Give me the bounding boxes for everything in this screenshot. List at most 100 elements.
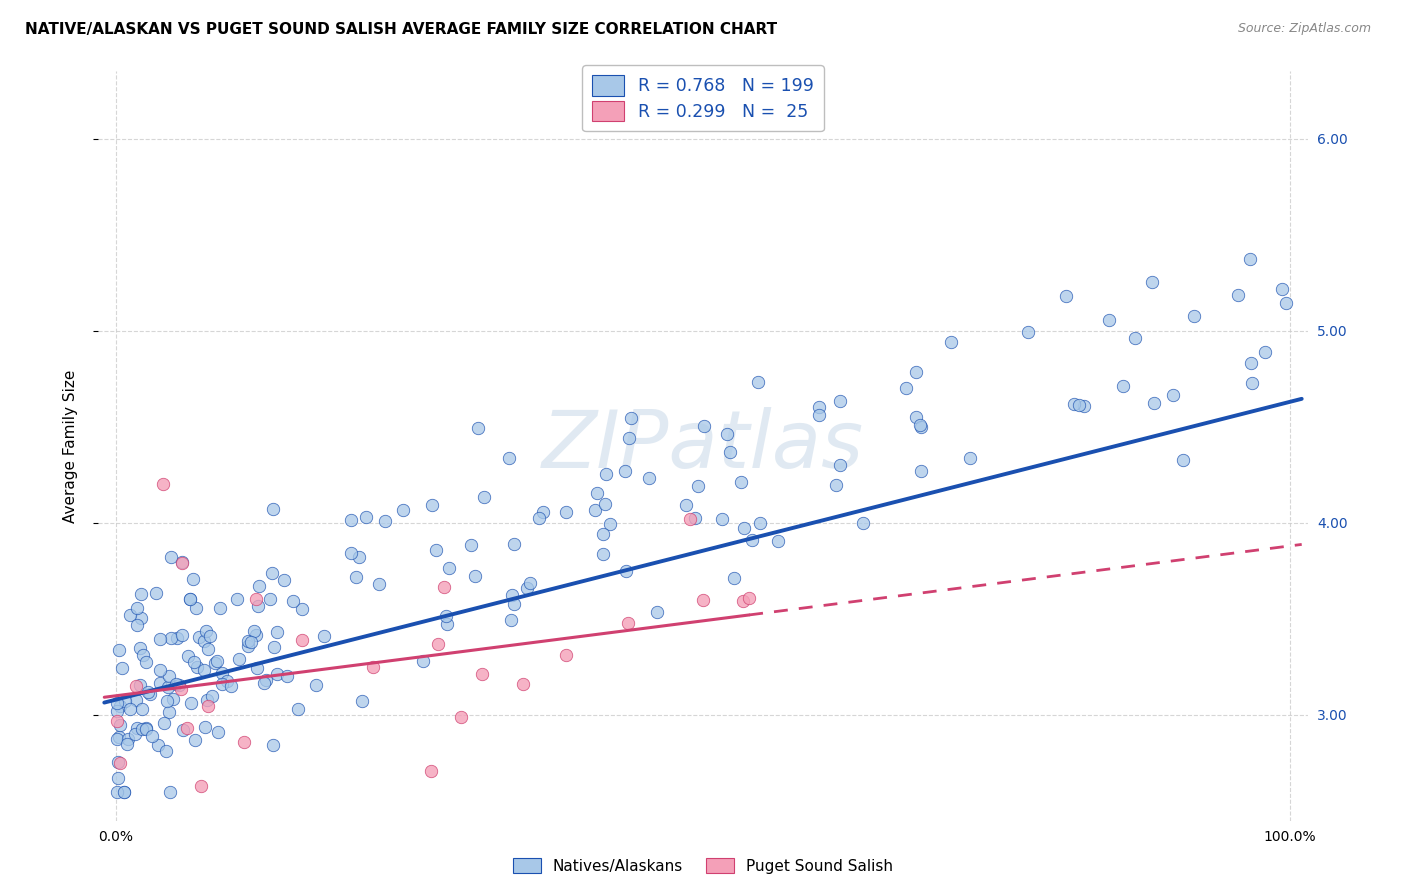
Point bbox=[894, 381, 917, 395]
Point bbox=[1112, 378, 1135, 392]
Point bbox=[114, 694, 136, 708]
Point bbox=[617, 616, 640, 631]
Point bbox=[503, 597, 526, 611]
Point bbox=[340, 546, 363, 560]
Point bbox=[599, 517, 621, 532]
Point bbox=[193, 633, 215, 648]
Point bbox=[830, 458, 852, 473]
Point bbox=[263, 640, 285, 655]
Point bbox=[262, 502, 284, 516]
Point bbox=[368, 576, 391, 591]
Point bbox=[1125, 331, 1147, 345]
Point bbox=[314, 629, 336, 643]
Point bbox=[117, 731, 139, 746]
Point bbox=[748, 516, 770, 530]
Point bbox=[512, 677, 534, 691]
Point bbox=[207, 725, 229, 739]
Y-axis label: Average Family Size: Average Family Size bbox=[63, 369, 77, 523]
Text: NATIVE/ALASKAN VS PUGET SOUND SALISH AVERAGE FAMILY SIZE CORRELATION CHART: NATIVE/ALASKAN VS PUGET SOUND SALISH AVE… bbox=[25, 22, 778, 37]
Point bbox=[176, 721, 198, 735]
Point bbox=[243, 624, 266, 638]
Point bbox=[118, 702, 141, 716]
Point bbox=[226, 591, 249, 606]
Point bbox=[149, 632, 172, 646]
Point bbox=[1143, 396, 1166, 410]
Point bbox=[108, 698, 131, 713]
Point bbox=[1017, 326, 1039, 340]
Point bbox=[412, 654, 434, 668]
Point bbox=[108, 756, 131, 770]
Point bbox=[105, 785, 128, 799]
Point bbox=[1069, 397, 1091, 411]
Point bbox=[131, 611, 153, 625]
Point bbox=[129, 641, 152, 656]
Point bbox=[139, 687, 162, 701]
Point bbox=[179, 592, 201, 607]
Point bbox=[941, 335, 963, 350]
Text: Source: ZipAtlas.com: Source: ZipAtlas.com bbox=[1237, 22, 1371, 36]
Point bbox=[190, 779, 212, 793]
Point bbox=[125, 601, 148, 615]
Point bbox=[159, 550, 181, 565]
Point bbox=[246, 661, 269, 675]
Point bbox=[201, 689, 224, 703]
Point bbox=[619, 431, 641, 445]
Point bbox=[738, 591, 761, 605]
Point bbox=[105, 696, 128, 710]
Point bbox=[686, 479, 709, 493]
Point bbox=[904, 410, 927, 425]
Point bbox=[211, 676, 233, 690]
Point bbox=[197, 641, 219, 656]
Text: ZIPatlas: ZIPatlas bbox=[541, 407, 865, 485]
Point bbox=[281, 594, 304, 608]
Point bbox=[1097, 313, 1119, 327]
Point bbox=[118, 608, 141, 623]
Point bbox=[209, 601, 232, 615]
Point bbox=[273, 574, 295, 588]
Point bbox=[554, 648, 576, 662]
Point bbox=[471, 667, 494, 681]
Point bbox=[766, 534, 789, 549]
Point bbox=[1275, 296, 1298, 310]
Point bbox=[290, 602, 312, 616]
Point bbox=[908, 417, 931, 432]
Point bbox=[177, 648, 200, 663]
Point bbox=[592, 548, 614, 562]
Point bbox=[339, 513, 361, 527]
Point bbox=[197, 699, 219, 714]
Point bbox=[276, 669, 298, 683]
Point bbox=[501, 587, 523, 601]
Point bbox=[228, 652, 250, 666]
Point bbox=[170, 682, 193, 697]
Point bbox=[112, 784, 135, 798]
Point bbox=[262, 566, 284, 580]
Point bbox=[184, 733, 207, 747]
Point bbox=[159, 669, 181, 683]
Point bbox=[716, 427, 738, 442]
Point bbox=[825, 478, 848, 492]
Point bbox=[350, 694, 373, 708]
Point bbox=[374, 514, 396, 528]
Legend: R = 0.768   N = 199, R = 0.299   N =  25: R = 0.768 N = 199, R = 0.299 N = 25 bbox=[582, 65, 824, 131]
Point bbox=[1161, 387, 1184, 401]
Point bbox=[420, 498, 443, 512]
Point bbox=[245, 591, 267, 606]
Point bbox=[195, 624, 218, 639]
Point bbox=[233, 735, 256, 749]
Point bbox=[157, 705, 180, 719]
Legend: Natives/Alaskans, Puget Sound Salish: Natives/Alaskans, Puget Sound Salish bbox=[508, 852, 898, 880]
Point bbox=[180, 696, 202, 710]
Point bbox=[595, 467, 617, 482]
Point bbox=[145, 586, 167, 600]
Point bbox=[723, 571, 745, 585]
Point bbox=[108, 718, 131, 732]
Point bbox=[236, 640, 259, 654]
Point bbox=[179, 592, 201, 607]
Point bbox=[807, 400, 830, 414]
Point bbox=[108, 642, 131, 657]
Point bbox=[125, 692, 148, 706]
Point bbox=[108, 730, 131, 744]
Point bbox=[420, 764, 443, 778]
Point bbox=[125, 618, 148, 632]
Point bbox=[638, 470, 661, 484]
